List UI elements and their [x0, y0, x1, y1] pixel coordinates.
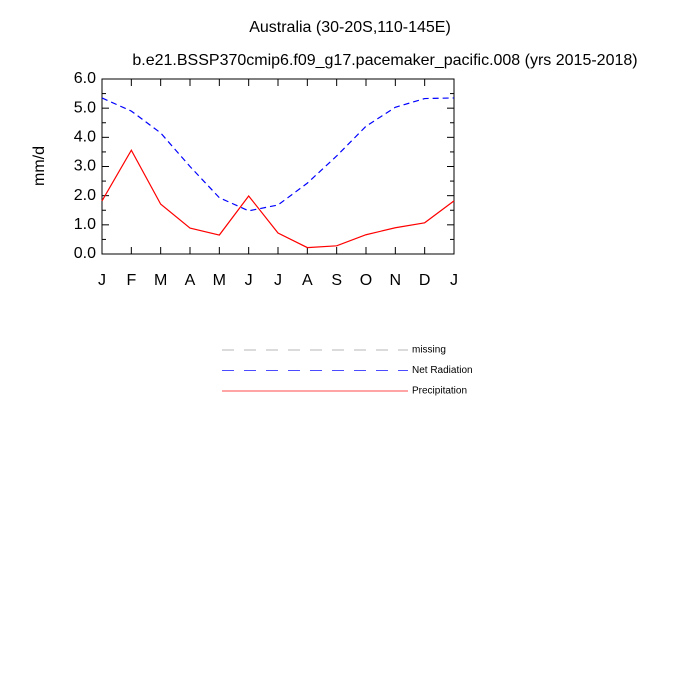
- y-tick-label: 6.0: [74, 70, 96, 87]
- chart-subtitle: b.e21.BSSP370cmip6.f09_g17.pacemaker_pac…: [132, 52, 637, 69]
- legend-label: Precipitation: [412, 386, 467, 397]
- x-tick-label: F: [126, 272, 136, 289]
- legend-label: Net Radiation: [412, 365, 473, 376]
- series-line: [101, 97, 455, 212]
- legend-label: missing: [412, 345, 446, 356]
- x-tick-label: N: [390, 272, 402, 289]
- y-tick-label: 3.0: [74, 158, 96, 175]
- x-tick-label: M: [213, 272, 226, 289]
- x-tick-label: M: [154, 272, 167, 289]
- y-tick-label: 1.0: [74, 216, 96, 233]
- y-tick-label: 4.0: [74, 129, 96, 146]
- x-tick-label: A: [302, 272, 313, 289]
- x-tick-label: J: [245, 272, 253, 289]
- series-line: [101, 148, 455, 249]
- x-tick-label: A: [185, 272, 196, 289]
- chart-title: Australia (30-20S,110-145E): [249, 19, 451, 36]
- x-tick-label: J: [450, 272, 458, 289]
- y-tick-label: 5.0: [74, 99, 96, 116]
- x-tick-label: D: [419, 272, 431, 289]
- x-tick-label: J: [98, 272, 106, 289]
- y-tick-label: 0.0: [74, 245, 96, 262]
- plot-frame: [101, 78, 455, 255]
- x-tick-label: O: [360, 272, 372, 289]
- x-tick-label: J: [274, 272, 282, 289]
- y-tick-label: 2.0: [74, 187, 96, 204]
- y-axis-label: mm/d: [31, 146, 48, 186]
- x-tick-label: S: [331, 272, 342, 289]
